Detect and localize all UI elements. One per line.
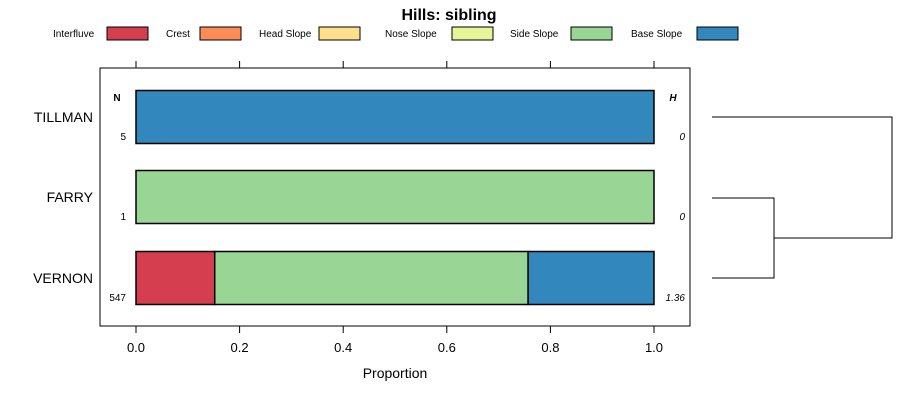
legend-swatch-crest: [199, 26, 242, 41]
x-axis-title: Proportion: [363, 365, 428, 381]
bar-vernon-side-slope: [213, 250, 529, 306]
top-axis-ticks: [135, 61, 655, 68]
h-column: H 0 0 1.36: [666, 93, 686, 304]
legend-swatch-base-slope: [696, 26, 739, 41]
x-tick-label: 0.4: [334, 340, 352, 355]
chart-title: Hills: sibling: [401, 7, 496, 24]
legend-swatch-interfluve: [106, 26, 149, 41]
dendrogram-branch-farry-vernon: [712, 197, 775, 279]
legend-swatch-nose-slope: [451, 26, 494, 41]
bar-vernon-base-slope: [527, 250, 655, 306]
legend-label-head-slope: Head Slope: [259, 29, 312, 40]
category-labels: TILLMAN FARRY VERNON: [33, 109, 94, 286]
h-value-farry: 0: [679, 212, 685, 223]
bar-farry-side-slope: [135, 169, 655, 225]
bar-vernon-interfluve: [135, 250, 216, 306]
x-tick-label: 0.8: [541, 340, 559, 355]
n-header: N: [113, 93, 120, 104]
h-value-vernon: 1.36: [666, 293, 686, 304]
legend-label-crest: Crest: [166, 29, 190, 40]
plot-frame: [99, 67, 691, 327]
h-value-tillman: 0: [679, 132, 685, 143]
category-label-vernon: VERNON: [33, 270, 93, 286]
category-label-farry: FARRY: [47, 189, 94, 205]
x-axis: 0.0 0.2 0.4 0.6 0.8 1.0: [127, 326, 663, 355]
h-header: H: [669, 93, 677, 104]
dendrogram-branch-root: [712, 116, 893, 239]
bars: [135, 89, 655, 306]
n-value-farry: 1: [120, 212, 126, 223]
legend-label-nose-slope: Nose Slope: [385, 29, 437, 40]
bar-tillman-base-slope: [135, 89, 655, 145]
n-value-tillman: 5: [120, 132, 126, 143]
legend-label-side-slope: Side Slope: [510, 29, 559, 40]
category-label-tillman: TILLMAN: [34, 109, 93, 125]
legend-label-base-slope: Base Slope: [631, 29, 683, 40]
dendrogram: [712, 116, 893, 279]
n-value-vernon: 547: [109, 293, 126, 304]
legend-label-interfluve: Interfluve: [53, 29, 95, 40]
n-column: N 5 1 547: [109, 93, 126, 304]
x-tick-label: 0.2: [231, 340, 249, 355]
x-tick-label: 0.6: [438, 340, 456, 355]
x-tick-label: 1.0: [645, 340, 663, 355]
legend-swatch-head-slope: [318, 26, 361, 41]
legend-swatch-side-slope: [570, 26, 613, 41]
legend: Interfluve Crest Head Slope Nose Slope Side …: [53, 26, 739, 41]
x-tick-label: 0.0: [127, 340, 145, 355]
